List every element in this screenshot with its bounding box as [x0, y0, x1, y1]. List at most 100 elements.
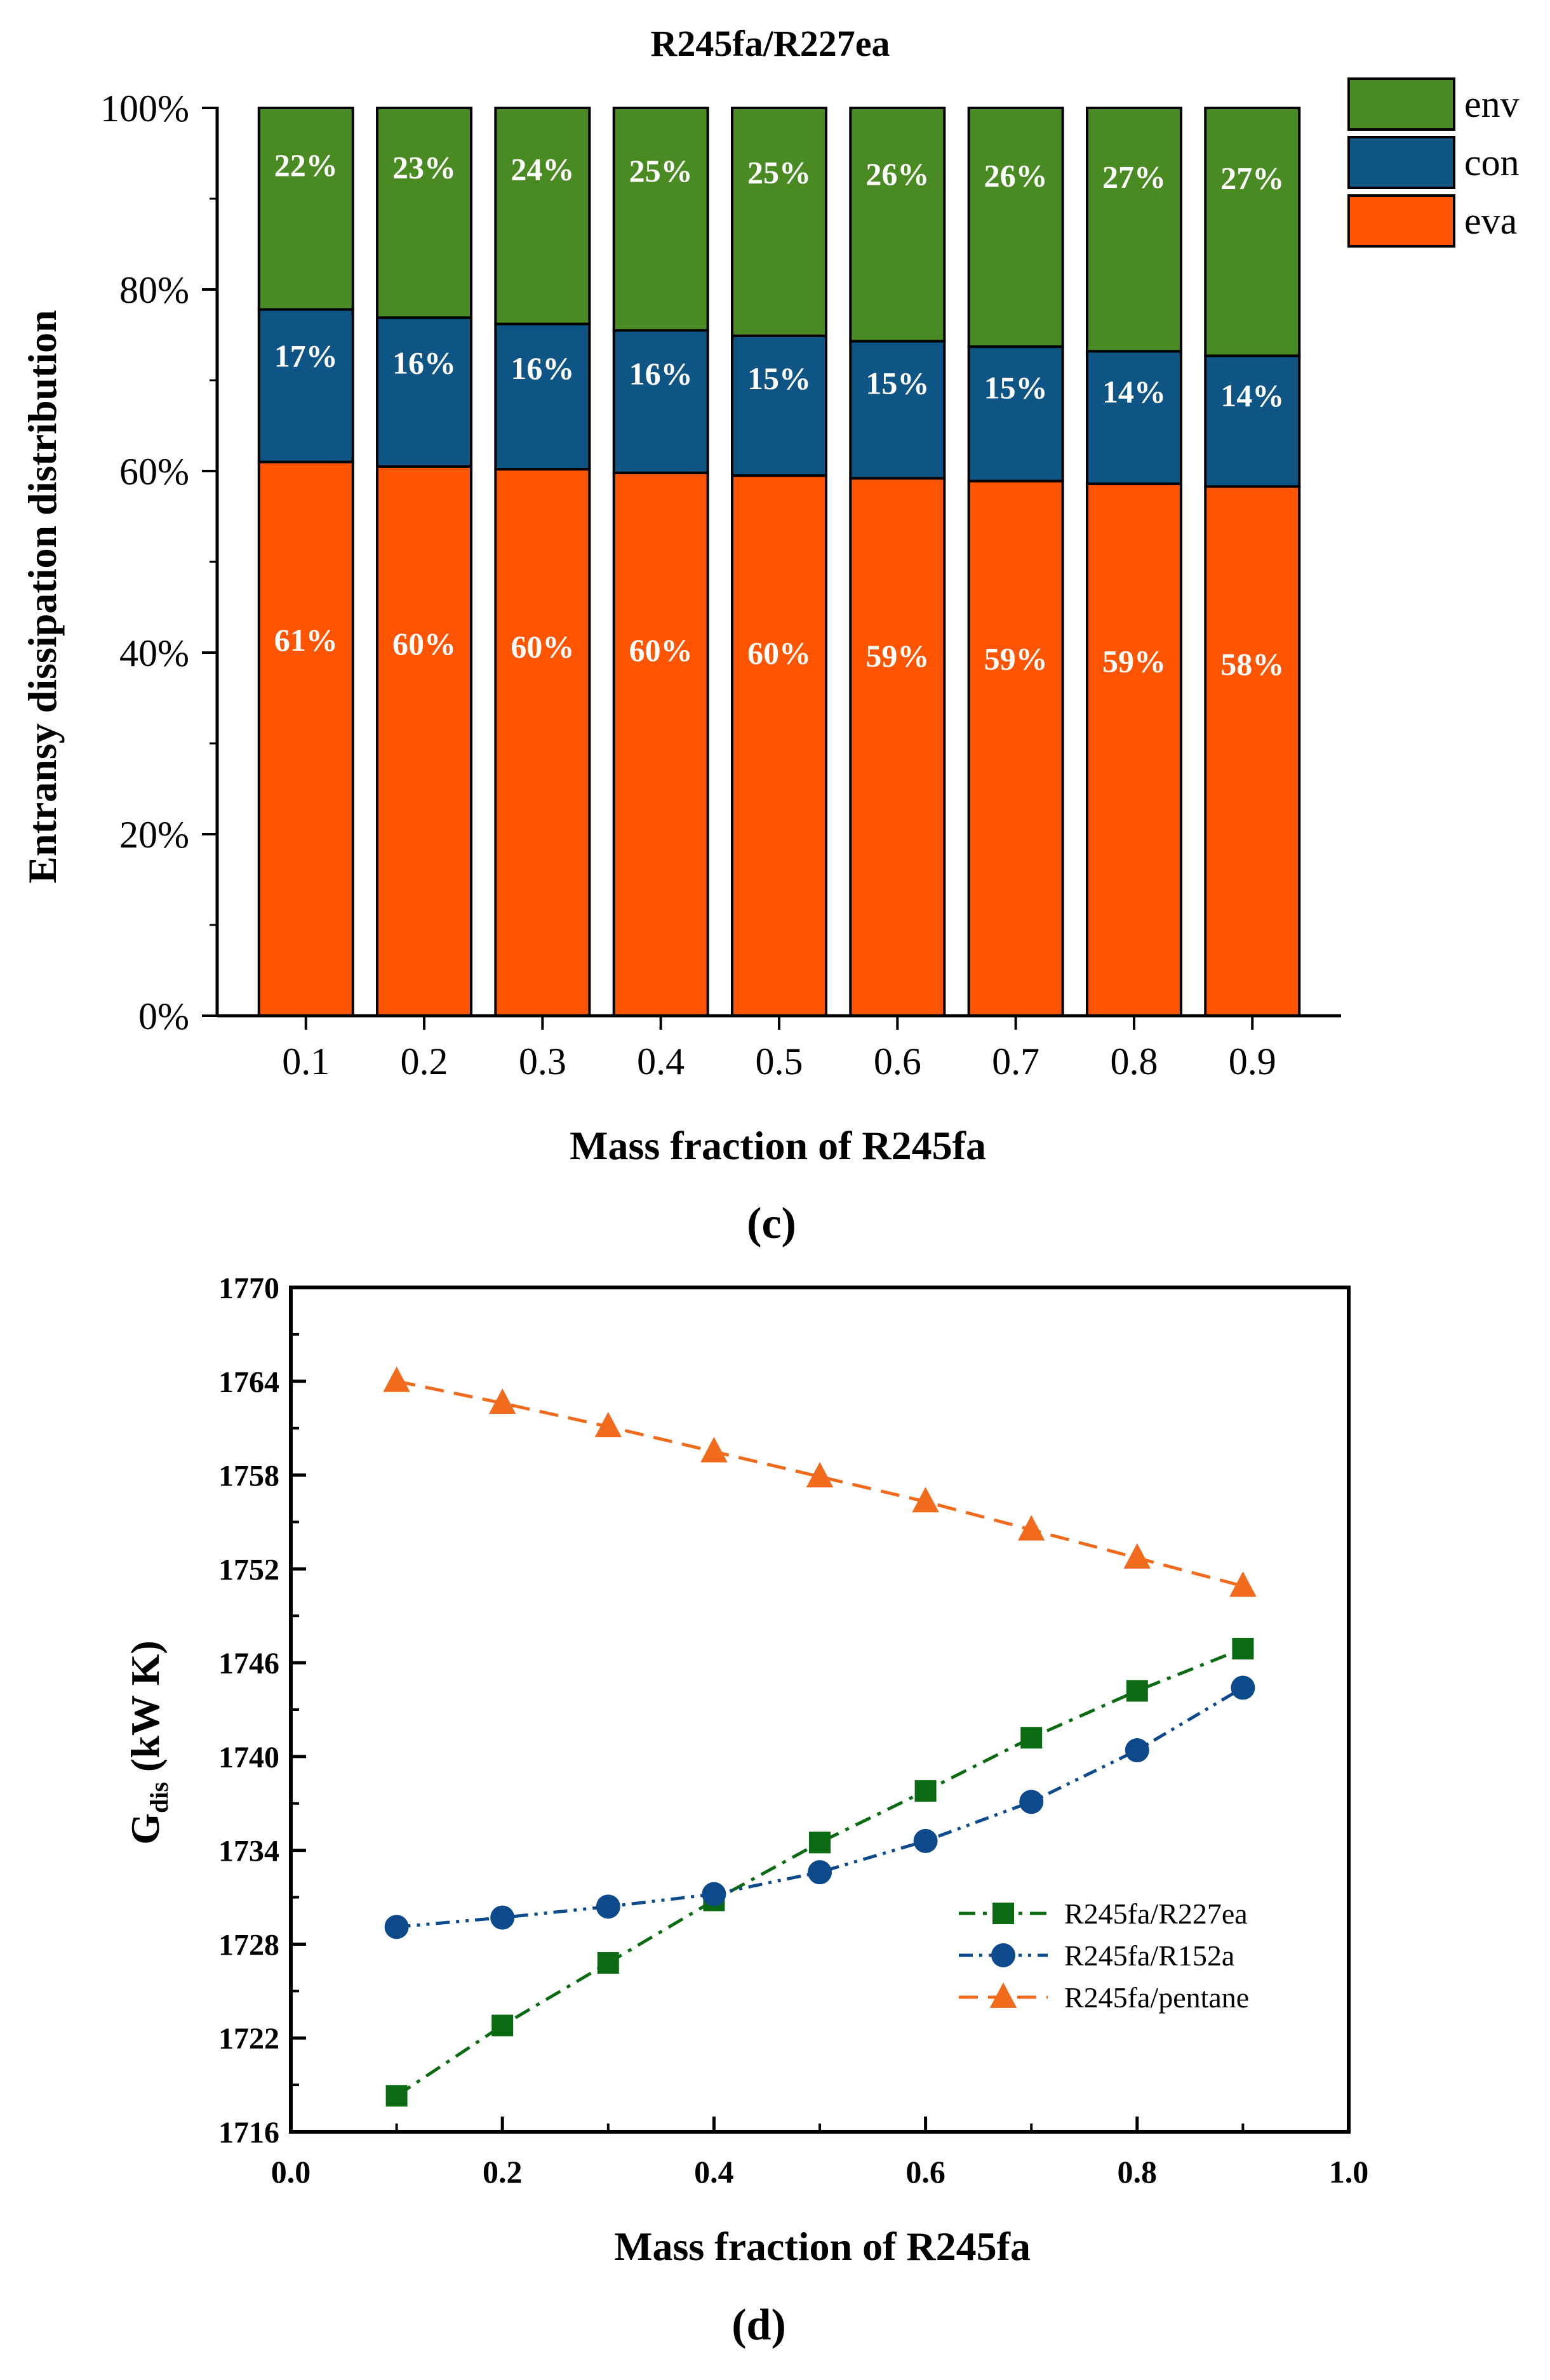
point-R245fa/R227ea-0.3 — [597, 1952, 619, 1974]
x-tick-label-0.6: 0.6 — [905, 2154, 945, 2190]
point-R245fa/pentane-0.7 — [1017, 1515, 1045, 1541]
chart-d-xlabel: Mass fraction of R245fa — [614, 2224, 1031, 2269]
bar-eva-0.1 — [257, 460, 354, 1017]
chart-d-ylabel-unit: (kW K) — [123, 1640, 168, 1782]
point-R245fa/R227ea-0.5 — [809, 1832, 831, 1854]
chart-d-plot — [383, 1366, 1257, 2107]
bar-env-0.7 — [967, 107, 1064, 349]
y-tick-label-1722: 1722 — [218, 2022, 279, 2056]
legend-swatch-con — [1347, 136, 1455, 189]
x-tick-label-0.9: 0.9 — [1229, 1040, 1276, 1082]
point-R245fa/R227ea-0.9 — [1232, 1637, 1254, 1659]
y-tick-label-3: 60% — [119, 451, 189, 493]
bar-env-0.3 — [494, 107, 591, 326]
data-label-con-0.8: 14% — [1102, 374, 1166, 409]
data-label-env-0.4: 25% — [629, 153, 693, 189]
data-label-con-0.2: 16% — [392, 345, 456, 381]
legend-label-con: con — [1464, 142, 1520, 183]
chart-c-axes: 0.1 0.2 0.3 0.4 0.5 0.6 0.7 0.8 0.9 0% 20% 40% 60% 80… — [100, 88, 1341, 1082]
y-tick-label-1740: 1740 — [218, 1741, 279, 1774]
data-label-env-0.8: 27% — [1102, 159, 1166, 194]
y-tick-label-4: 80% — [119, 269, 189, 311]
chart-c-panel-label: (c) — [747, 1199, 796, 1248]
y-tick-label-1728: 1728 — [218, 1928, 279, 1962]
y-tick-label-0: 0% — [138, 995, 189, 1037]
x-tick-label-0.4: 0.4 — [694, 2154, 734, 2190]
point-R245fa/R227ea-0.7 — [1020, 1727, 1043, 1749]
bar-eva-0.2 — [376, 465, 473, 1017]
data-label-con-0.5: 15% — [747, 361, 811, 396]
point-R245fa/R152a-0.2 — [490, 1905, 515, 1930]
y-tick-label-2: 40% — [119, 632, 189, 674]
point-R245fa/pentane-0.1 — [383, 1366, 410, 1392]
bar-con-0.5 — [731, 334, 827, 477]
data-label-env-0.5: 25% — [747, 155, 811, 190]
x-tick-label-0.8: 0.8 — [1118, 2154, 1158, 2190]
bar-eva-0.5 — [731, 474, 827, 1017]
data-label-con-0.7: 15% — [984, 370, 1048, 406]
bar-env-0.2 — [376, 107, 473, 319]
bar-con-0.4 — [612, 329, 709, 474]
y-tick-label-1752: 1752 — [218, 1553, 279, 1586]
data-label-env-0.2: 23% — [392, 149, 456, 185]
data-label-env-0.3: 24% — [511, 151, 574, 187]
bar-env-0.8 — [1085, 107, 1182, 353]
chart-c-xlabel: Mass fraction of R245fa — [570, 1123, 986, 1168]
chart-d-ylabel-main: G — [123, 1813, 168, 1845]
y-tick-label-1: 20% — [119, 814, 189, 856]
bar-con-0.2 — [376, 316, 473, 468]
svg-text:Gdis (kW K): Gdis (kW K) — [123, 1640, 173, 1845]
legend-marker-R245fa/R152a — [991, 1943, 1015, 1967]
chart-d-panel-label: (d) — [732, 2301, 786, 2350]
y-tick-label-1716: 1716 — [218, 2116, 279, 2150]
y-tick-label-5: 100% — [100, 88, 189, 130]
data-label-con-0.9: 14% — [1220, 378, 1284, 413]
bar-eva-0.3 — [494, 468, 591, 1017]
bar-env-0.6 — [849, 107, 946, 343]
chart-d-ylabel-sub: dis — [145, 1782, 173, 1813]
chart-d-axes: 0.0 0.2 0.4 0.6 0.8 1.0 1716 1722 1728 1734 1740 17… — [218, 1272, 1368, 2190]
bar-eva-0.9 — [1204, 485, 1301, 1017]
data-label-con-0.6: 15% — [865, 365, 929, 401]
bar-eva-0.6 — [849, 477, 946, 1017]
point-R245fa/pentane-0.3 — [594, 1412, 622, 1438]
x-tick-label-0.8: 0.8 — [1110, 1040, 1158, 1082]
bar-con-0.1 — [257, 308, 354, 463]
bar-env-0.4 — [612, 107, 709, 332]
legend-label-R245fa/R227ea: R245fa/R227ea — [1064, 1898, 1248, 1930]
data-label-eva-0.3: 60% — [511, 629, 574, 665]
point-R245fa/R227ea-0.6 — [914, 1780, 937, 1802]
point-R245fa/R227ea-0.2 — [491, 2014, 514, 2037]
x-tick-label-0.2: 0.2 — [483, 2154, 523, 2190]
legend-swatch-env — [1347, 77, 1455, 131]
chart-c-ylabel: Entransy dissipation distribution — [20, 310, 65, 883]
legend-marker-R245fa/pentane — [989, 1982, 1017, 2008]
point-R245fa/R152a-0.3 — [596, 1894, 620, 1919]
bar-env-0.1 — [257, 107, 354, 311]
legend-label-eva: eva — [1464, 200, 1517, 242]
point-R245fa/R227ea-0.1 — [385, 2085, 408, 2107]
y-tick-label-1734: 1734 — [218, 1835, 279, 1868]
data-label-con-0.1: 17% — [274, 338, 338, 374]
point-R245fa/R227ea-0.8 — [1126, 1680, 1148, 1702]
point-R245fa/pentane-0.8 — [1123, 1543, 1151, 1569]
chart-c-bars: 61% 17% 22% 60% 16% 23% 60% 16% 24% 60% 16% 25% 60% 1… — [257, 107, 1301, 1017]
x-tick-label-0.7: 0.7 — [992, 1040, 1039, 1082]
bar-con-0.9 — [1204, 354, 1301, 488]
x-tick-label-0.2: 0.2 — [401, 1040, 448, 1082]
data-label-eva-0.2: 60% — [392, 626, 456, 661]
point-R245fa/pentane-0.9 — [1229, 1571, 1257, 1597]
bar-env-0.5 — [731, 107, 827, 337]
point-R245fa/R152a-0.1 — [384, 1915, 409, 1939]
point-R245fa/R152a-0.6 — [913, 1828, 938, 1853]
x-tick-label-0.3: 0.3 — [519, 1040, 566, 1082]
y-tick-label-1764: 1764 — [218, 1366, 279, 1399]
x-tick-label-0.1: 0.1 — [282, 1040, 330, 1082]
data-label-eva-0.1: 61% — [274, 622, 338, 658]
chart-c-legend: env con eva — [1347, 77, 1520, 248]
data-label-eva-0.7: 59% — [984, 641, 1048, 676]
x-tick-label-0.5: 0.5 — [756, 1040, 803, 1082]
y-tick-label-1758: 1758 — [218, 1459, 279, 1493]
chart-d-ylabel: Gdis (kW K) — [123, 1640, 173, 1845]
